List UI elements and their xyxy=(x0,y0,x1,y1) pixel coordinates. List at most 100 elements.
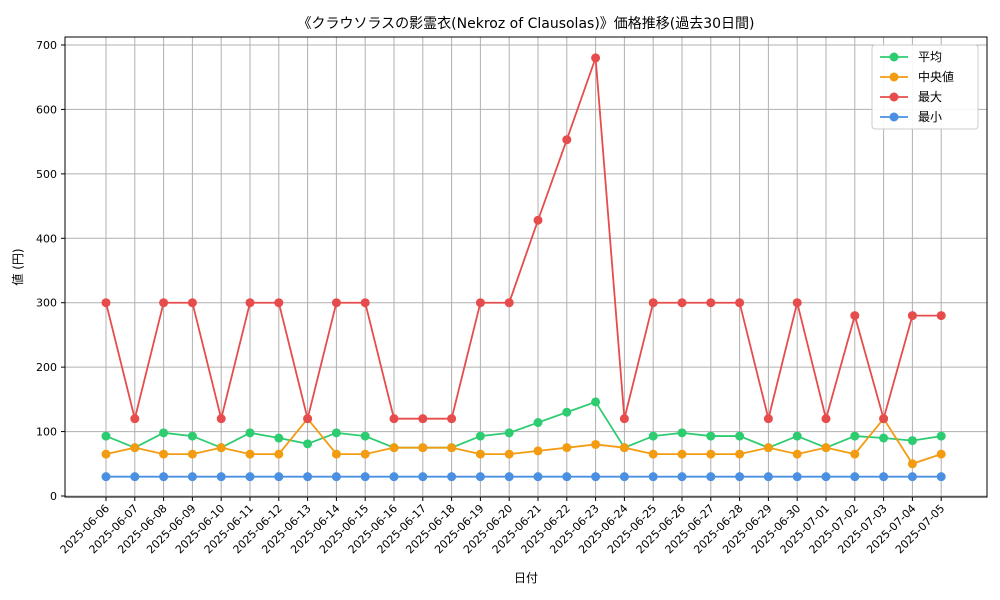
series-0-point-26 xyxy=(850,431,860,441)
series-2-point-4 xyxy=(216,414,226,424)
legend-marker-1 xyxy=(889,72,899,82)
y-tick-label-0: 0 xyxy=(50,490,57,503)
series-2-point-0 xyxy=(101,298,111,308)
series-1-point-18 xyxy=(619,443,629,453)
series-2-point-5 xyxy=(245,298,255,308)
series-3-point-20 xyxy=(677,472,687,482)
series-1-point-12 xyxy=(447,443,457,453)
series-0-point-13 xyxy=(475,431,485,441)
plot-frame xyxy=(64,36,988,498)
legend-label-0: 平均 xyxy=(918,50,942,64)
series-2-point-8 xyxy=(331,298,341,308)
series-1-point-13 xyxy=(475,449,485,459)
series-2-point-15 xyxy=(533,215,543,225)
series-1-point-11 xyxy=(418,443,428,453)
y-tick-label-4: 400 xyxy=(36,232,57,245)
series-0-point-6 xyxy=(274,433,284,443)
series-1-point-24 xyxy=(792,449,802,459)
series-2-point-24 xyxy=(792,298,802,308)
series-3-point-11 xyxy=(418,472,428,482)
series-2-point-13 xyxy=(475,298,485,308)
series-0-point-24 xyxy=(792,431,802,441)
series-1-point-29 xyxy=(936,449,946,459)
series-line-1 xyxy=(105,417,942,465)
series-line-0 xyxy=(105,400,942,449)
series-1-point-21 xyxy=(706,449,716,459)
series-1-point-2 xyxy=(159,449,169,459)
series-0-point-14 xyxy=(504,428,514,438)
series-2-point-29 xyxy=(936,311,946,321)
series-3-point-22 xyxy=(735,472,745,482)
series-3-point-13 xyxy=(475,472,485,482)
series-1-point-1 xyxy=(130,443,140,453)
series-3-point-6 xyxy=(274,472,284,482)
series-2-point-9 xyxy=(360,298,370,308)
series-0-point-22 xyxy=(735,431,745,441)
series-1-point-8 xyxy=(331,449,341,459)
series-1-point-9 xyxy=(360,449,370,459)
series-2-point-28 xyxy=(907,311,917,321)
series-1-point-20 xyxy=(677,449,687,459)
series-3-point-0 xyxy=(101,472,111,482)
series-2-point-2 xyxy=(159,298,169,308)
series-0-point-2 xyxy=(159,428,169,438)
series-2-point-25 xyxy=(821,414,831,424)
series-0-point-9 xyxy=(360,431,370,441)
series-3-point-15 xyxy=(533,472,543,482)
series-3-point-17 xyxy=(591,472,601,482)
series-2-point-16 xyxy=(562,135,572,145)
series-0-point-28 xyxy=(907,436,917,446)
series-2-point-11 xyxy=(418,414,428,424)
series-3-point-26 xyxy=(850,472,860,482)
legend-marker-0 xyxy=(889,52,899,62)
series-3-point-14 xyxy=(504,472,514,482)
series-1-point-14 xyxy=(504,449,514,459)
legend-label-3: 最小 xyxy=(918,110,942,124)
series-1-point-15 xyxy=(533,446,543,456)
series-3-point-1 xyxy=(130,472,140,482)
series-3-point-29 xyxy=(936,472,946,482)
series-3-point-24 xyxy=(792,472,802,482)
x-axis-label: 日付 xyxy=(514,571,538,585)
series-3-point-27 xyxy=(879,472,889,482)
series-2-point-1 xyxy=(130,414,140,424)
series-2-point-14 xyxy=(504,298,514,308)
y-axis-ticks: 0 100 200 300 400 500 600 700 xyxy=(36,39,65,503)
series-2-point-18 xyxy=(619,414,629,424)
legend-marker-3 xyxy=(889,112,899,122)
series-2-point-26 xyxy=(850,311,860,321)
series-1-point-28 xyxy=(907,459,917,469)
series-1-point-3 xyxy=(187,449,197,459)
series-1-point-23 xyxy=(763,443,773,453)
series-0-point-0 xyxy=(101,431,111,441)
series-1-point-0 xyxy=(101,449,111,459)
series-0-point-27 xyxy=(879,433,889,443)
y-tick-label-2: 200 xyxy=(36,361,57,374)
series-0-point-21 xyxy=(706,431,716,441)
y-tick-label-5: 500 xyxy=(36,168,57,181)
legend-label-1: 中央値 xyxy=(918,69,954,84)
series-0-point-8 xyxy=(331,428,341,438)
y-tick-label-1: 100 xyxy=(36,426,57,439)
series-0-point-15 xyxy=(533,418,543,428)
series-0-point-29 xyxy=(936,431,946,441)
series-0-point-19 xyxy=(648,431,658,441)
series-2-point-21 xyxy=(706,298,716,308)
series-3-point-28 xyxy=(907,472,917,482)
series-2-point-3 xyxy=(187,298,197,308)
series-1-point-6 xyxy=(274,449,284,459)
y-axis-label: 値 (円) xyxy=(10,248,25,285)
series-group xyxy=(101,53,946,482)
series-3-point-21 xyxy=(706,472,716,482)
series-1-point-16 xyxy=(562,443,572,453)
series-0-point-7 xyxy=(303,439,313,449)
series-3-point-7 xyxy=(303,472,313,482)
series-0-point-3 xyxy=(187,431,197,441)
series-0-point-16 xyxy=(562,407,572,417)
series-2-point-19 xyxy=(648,298,658,308)
series-1-point-5 xyxy=(245,449,255,459)
series-1-point-10 xyxy=(389,443,399,453)
y-tick-label-7: 700 xyxy=(36,39,57,52)
